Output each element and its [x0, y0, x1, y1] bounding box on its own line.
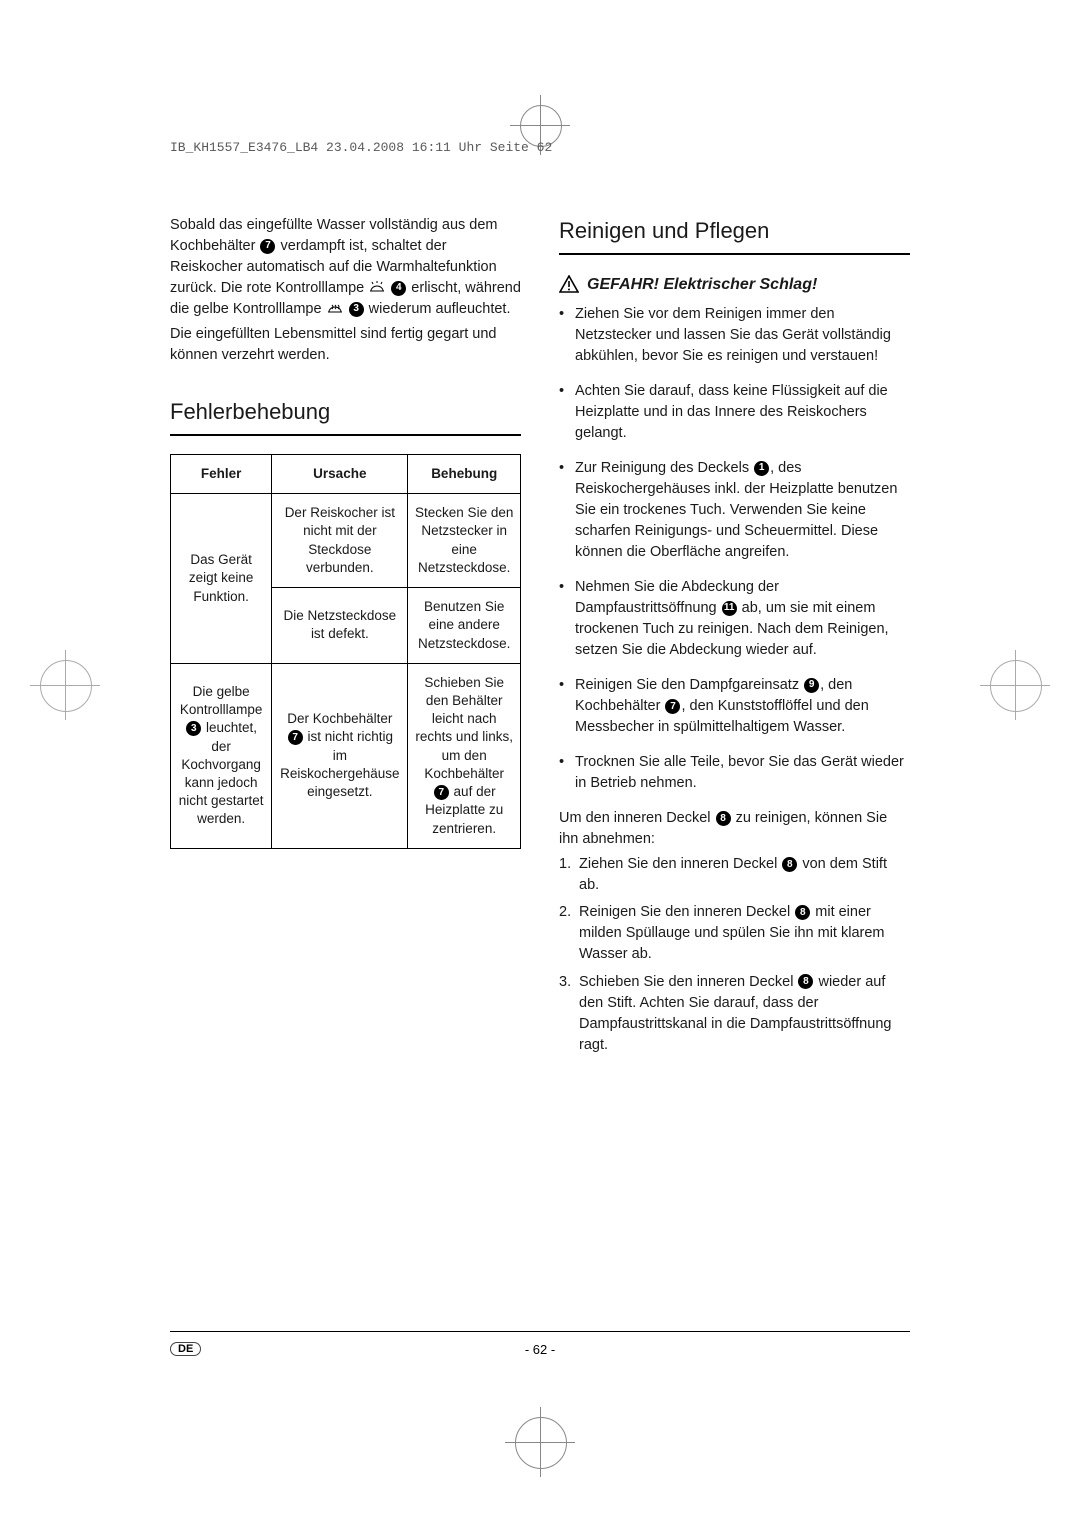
header-meta: IB_KH1557_E3476_LB4 23.04.2008 16:11 Uhr…	[170, 140, 910, 155]
table-row: Das Gerät zeigt keine Funktion. Der Reis…	[171, 494, 521, 588]
cell-fix-2: Schieben Sie den Behälter leicht nach re…	[408, 663, 521, 848]
bullet-item: Trocknen Sie alle Teile, bevor Sie das G…	[559, 752, 910, 794]
ref-7-icon: 7	[288, 730, 303, 745]
language-badge: DE	[170, 1342, 201, 1356]
bullet-item: Nehmen Sie die Abdeckung der Dampfaustri…	[559, 577, 910, 661]
th-ursache: Ursache	[272, 455, 408, 494]
ref-3-icon: 3	[349, 302, 364, 317]
inner-lid-steps: Ziehen Sie den inneren Deckel 8 von dem …	[559, 854, 910, 1055]
warning-row: GEFAHR! Elektrischer Schlag!	[559, 273, 910, 296]
troubleshooting-table: Fehler Ursache Behebung Das Gerät zeigt …	[170, 454, 521, 849]
left-column: Sobald das eingefüllte Wasser vollständi…	[170, 215, 521, 1062]
content-columns: Sobald das eingefüllte Wasser vollständi…	[170, 215, 910, 1062]
ref-7-icon: 7	[434, 785, 449, 800]
step-item: Ziehen Sie den inneren Deckel 8 von dem …	[559, 854, 910, 896]
cell-fault-1: Das Gerät zeigt keine Funktion.	[171, 494, 272, 664]
bullet-item: Ziehen Sie vor dem Reinigen immer den Ne…	[559, 304, 910, 367]
warning-title: GEFAHR! Elektrischer Schlag!	[587, 273, 817, 296]
cell-fix-1a: Stecken Sie den Netzstecker in eine Netz…	[408, 494, 521, 588]
troubleshooting-heading: Fehlerbehebung	[170, 396, 521, 436]
ref-9-icon: 9	[804, 678, 819, 693]
right-column: Reinigen und Pflegen GEFAHR! Elektrische…	[559, 215, 910, 1062]
cell-cause-1b: Die Netzsteckdose ist defekt.	[272, 588, 408, 664]
th-fehler: Fehler	[171, 455, 272, 494]
ref-7-icon: 7	[260, 239, 275, 254]
warning-triangle-icon	[559, 275, 579, 293]
bullet-item: Achten Sie darauf, dass keine Flüssigkei…	[559, 381, 910, 444]
th-behebung: Behebung	[408, 455, 521, 494]
ref-7-icon: 7	[665, 699, 680, 714]
warm-lamp-icon	[326, 302, 344, 316]
intro-paragraph-2: Die eingefüllten Lebensmittel sind ferti…	[170, 324, 521, 366]
ref-8-icon: 8	[798, 974, 813, 989]
bullet-item: Zur Reinigung des Deckels 1, des Reiskoc…	[559, 458, 910, 563]
ref-8-icon: 8	[782, 857, 797, 872]
cleaning-bullets: Ziehen Sie vor dem Reinigen immer den Ne…	[559, 304, 910, 794]
cell-fix-1b: Benutzen Sie eine andere Netzsteckdose.	[408, 588, 521, 664]
page-number: - 62 -	[525, 1342, 555, 1357]
ref-8-icon: 8	[795, 905, 810, 920]
ref-1-icon: 1	[754, 461, 769, 476]
page-footer: DE - 62 -	[170, 1331, 910, 1357]
step-item: Reinigen Sie den inneren Deckel 8 mit ei…	[559, 902, 910, 965]
inner-lid-intro: Um den inneren Deckel 8 zu reinigen, kön…	[559, 808, 910, 850]
cell-cause-1a: Der Reiskocher ist nicht mit der Steckdo…	[272, 494, 408, 588]
page: IB_KH1557_E3476_LB4 23.04.2008 16:11 Uhr…	[0, 0, 1080, 1122]
cell-cause-2: Der Kochbehälter 7 ist nicht richtig im …	[272, 663, 408, 848]
ref-8-icon: 8	[716, 811, 731, 826]
table-row: Die gelbe Kontrolllampe 3 leuchtet, der …	[171, 663, 521, 848]
ref-3-icon: 3	[186, 721, 201, 736]
ref-4-icon: 4	[391, 281, 406, 296]
cook-lamp-icon	[368, 281, 386, 295]
crop-mark-bottom	[515, 1417, 565, 1467]
step-item: Schieben Sie den inneren Deckel 8 wieder…	[559, 972, 910, 1056]
intro-paragraph-1: Sobald das eingefüllte Wasser vollständi…	[170, 215, 521, 320]
bullet-item: Reinigen Sie den Dampfgareinsatz 9, den …	[559, 675, 910, 738]
ref-11-icon: 11	[722, 601, 737, 616]
cleaning-heading: Reinigen und Pflegen	[559, 215, 910, 255]
cell-fault-2: Die gelbe Kontrolllampe 3 leuchtet, der …	[171, 663, 272, 848]
